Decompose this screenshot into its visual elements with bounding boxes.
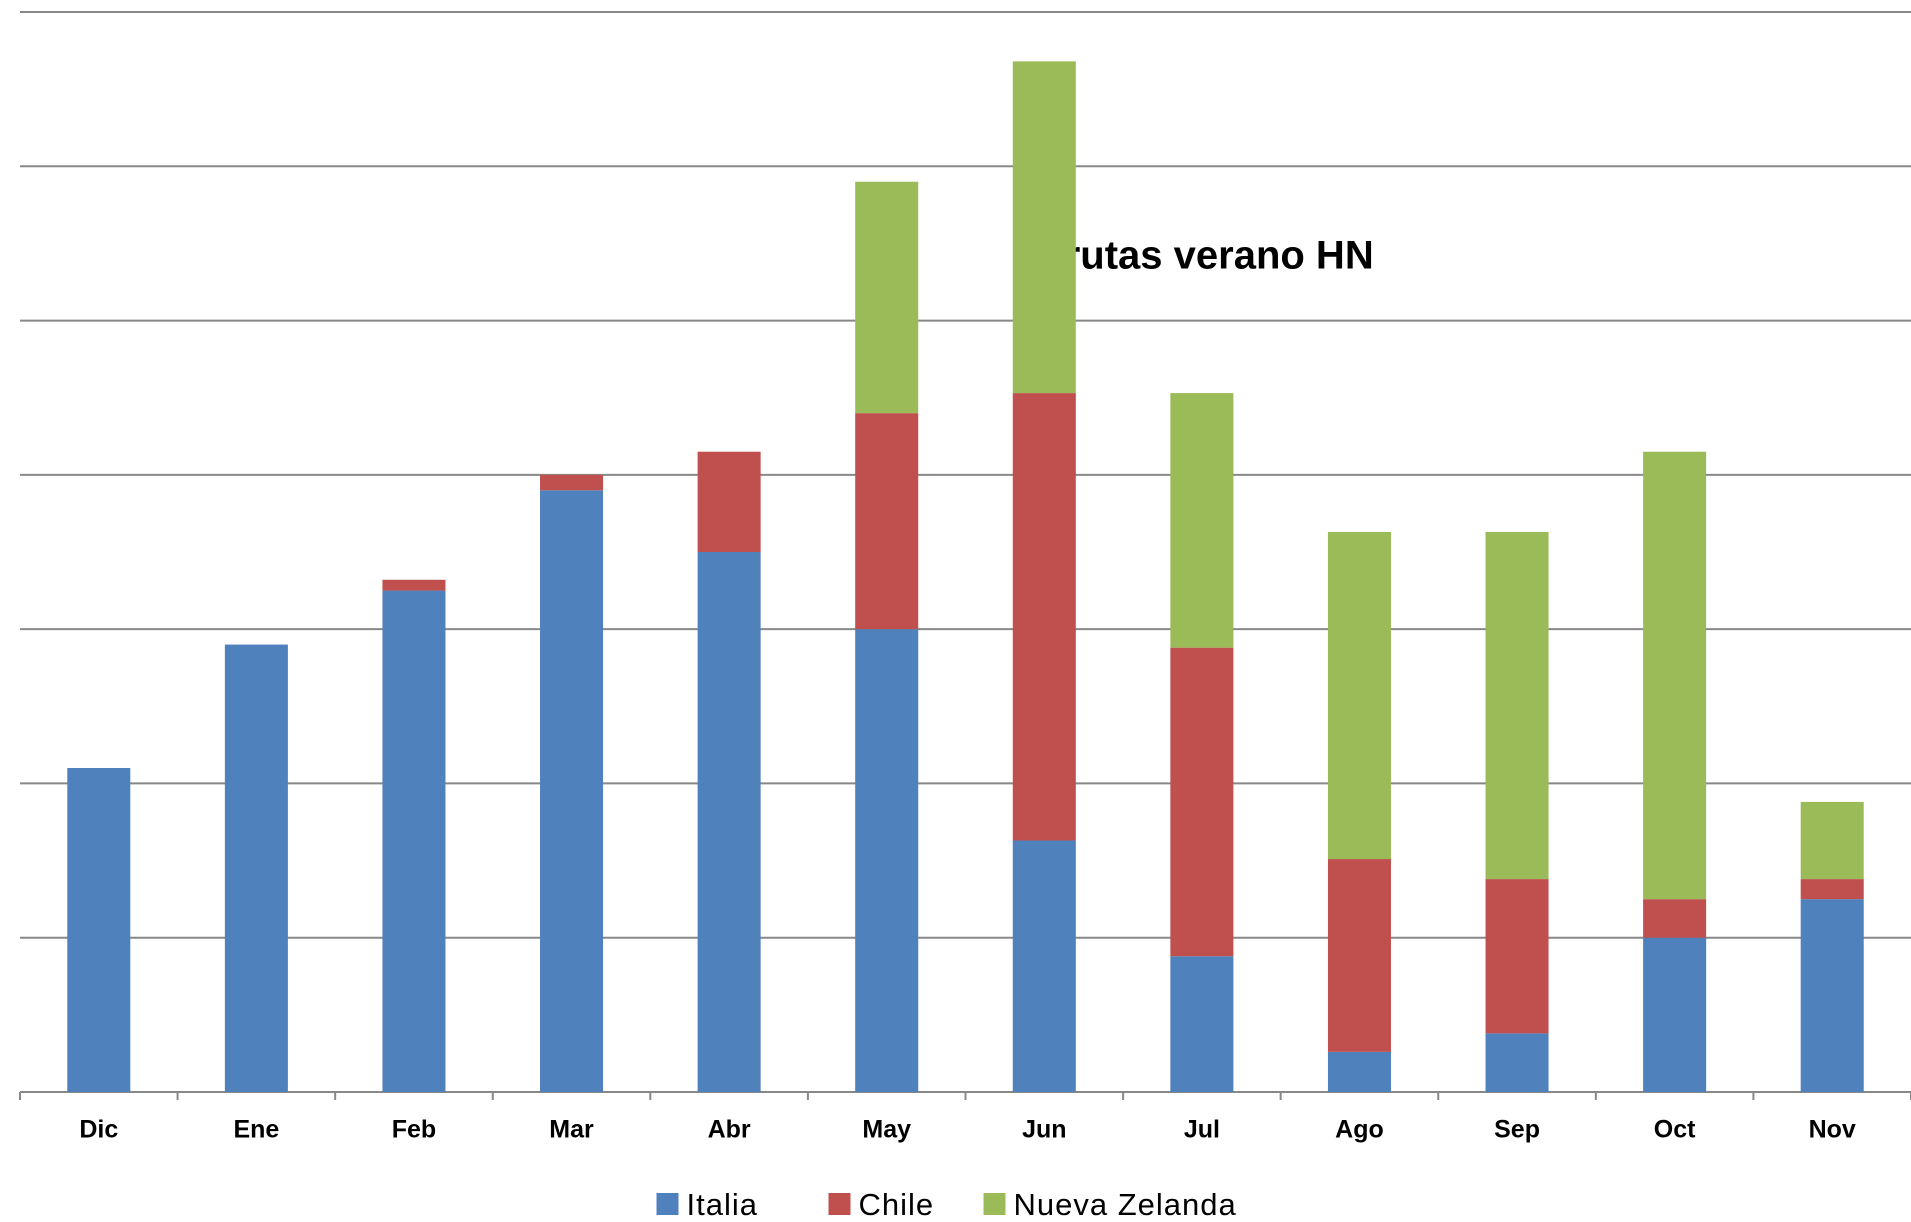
x-tick-label: Jul [1184, 1116, 1220, 1144]
bar-segment [855, 629, 919, 1092]
bar-segment [855, 181, 919, 414]
x-tick-label: Ene [233, 1116, 279, 1144]
legend-label: Nueva Zelanda [1014, 1187, 1237, 1222]
bar-segment [697, 552, 761, 1092]
x-tick-label: Dic [79, 1116, 118, 1144]
bar-segment [1800, 899, 1864, 1092]
bar-segment [1327, 859, 1391, 1052]
bar-segment [855, 413, 919, 630]
x-tick-label: Sep [1494, 1116, 1540, 1144]
x-tick-label: Feb [392, 1116, 436, 1144]
bar-segment [1485, 531, 1549, 880]
bar-segment [1327, 1051, 1391, 1092]
bar-segment [1012, 393, 1076, 841]
bar-segment [1327, 531, 1391, 860]
bar-segment [1485, 879, 1549, 1034]
bar-segment [1170, 393, 1234, 648]
legend-label: Chile [859, 1187, 935, 1222]
bar-segment [1170, 956, 1234, 1092]
x-tick-label: Jun [1022, 1116, 1066, 1144]
bar-segment [1485, 1033, 1549, 1092]
x-tick-label: Oct [1654, 1116, 1696, 1144]
bar-segment [697, 451, 761, 552]
x-tick-label: Mar [549, 1116, 594, 1144]
bar-segment [1170, 647, 1234, 957]
bar-segment [224, 644, 288, 1092]
legend-label: Italia [687, 1187, 758, 1222]
bar-segment [1800, 801, 1864, 880]
bar-segment [1012, 61, 1076, 394]
bar-segment [1012, 840, 1076, 1092]
legend-swatch [656, 1193, 679, 1215]
bar-segment [1643, 937, 1707, 1092]
x-tick-label: Nov [1809, 1116, 1856, 1144]
bar-segment [382, 579, 446, 591]
legend-swatch [828, 1193, 851, 1215]
x-tick-label: Abr [708, 1116, 751, 1144]
bar-segment [1643, 451, 1707, 900]
x-tick-label: May [862, 1116, 911, 1144]
bar-segment [1800, 879, 1864, 900]
bar-segment [1643, 899, 1707, 938]
x-tick-label: Ago [1335, 1116, 1384, 1144]
bar-segment [540, 474, 604, 491]
legend-swatch [983, 1193, 1006, 1215]
bar-segment [67, 768, 131, 1092]
bar-segment [382, 590, 446, 1092]
chart-title: Frutas verano HN [1040, 234, 1373, 278]
bar-segment [540, 490, 604, 1092]
